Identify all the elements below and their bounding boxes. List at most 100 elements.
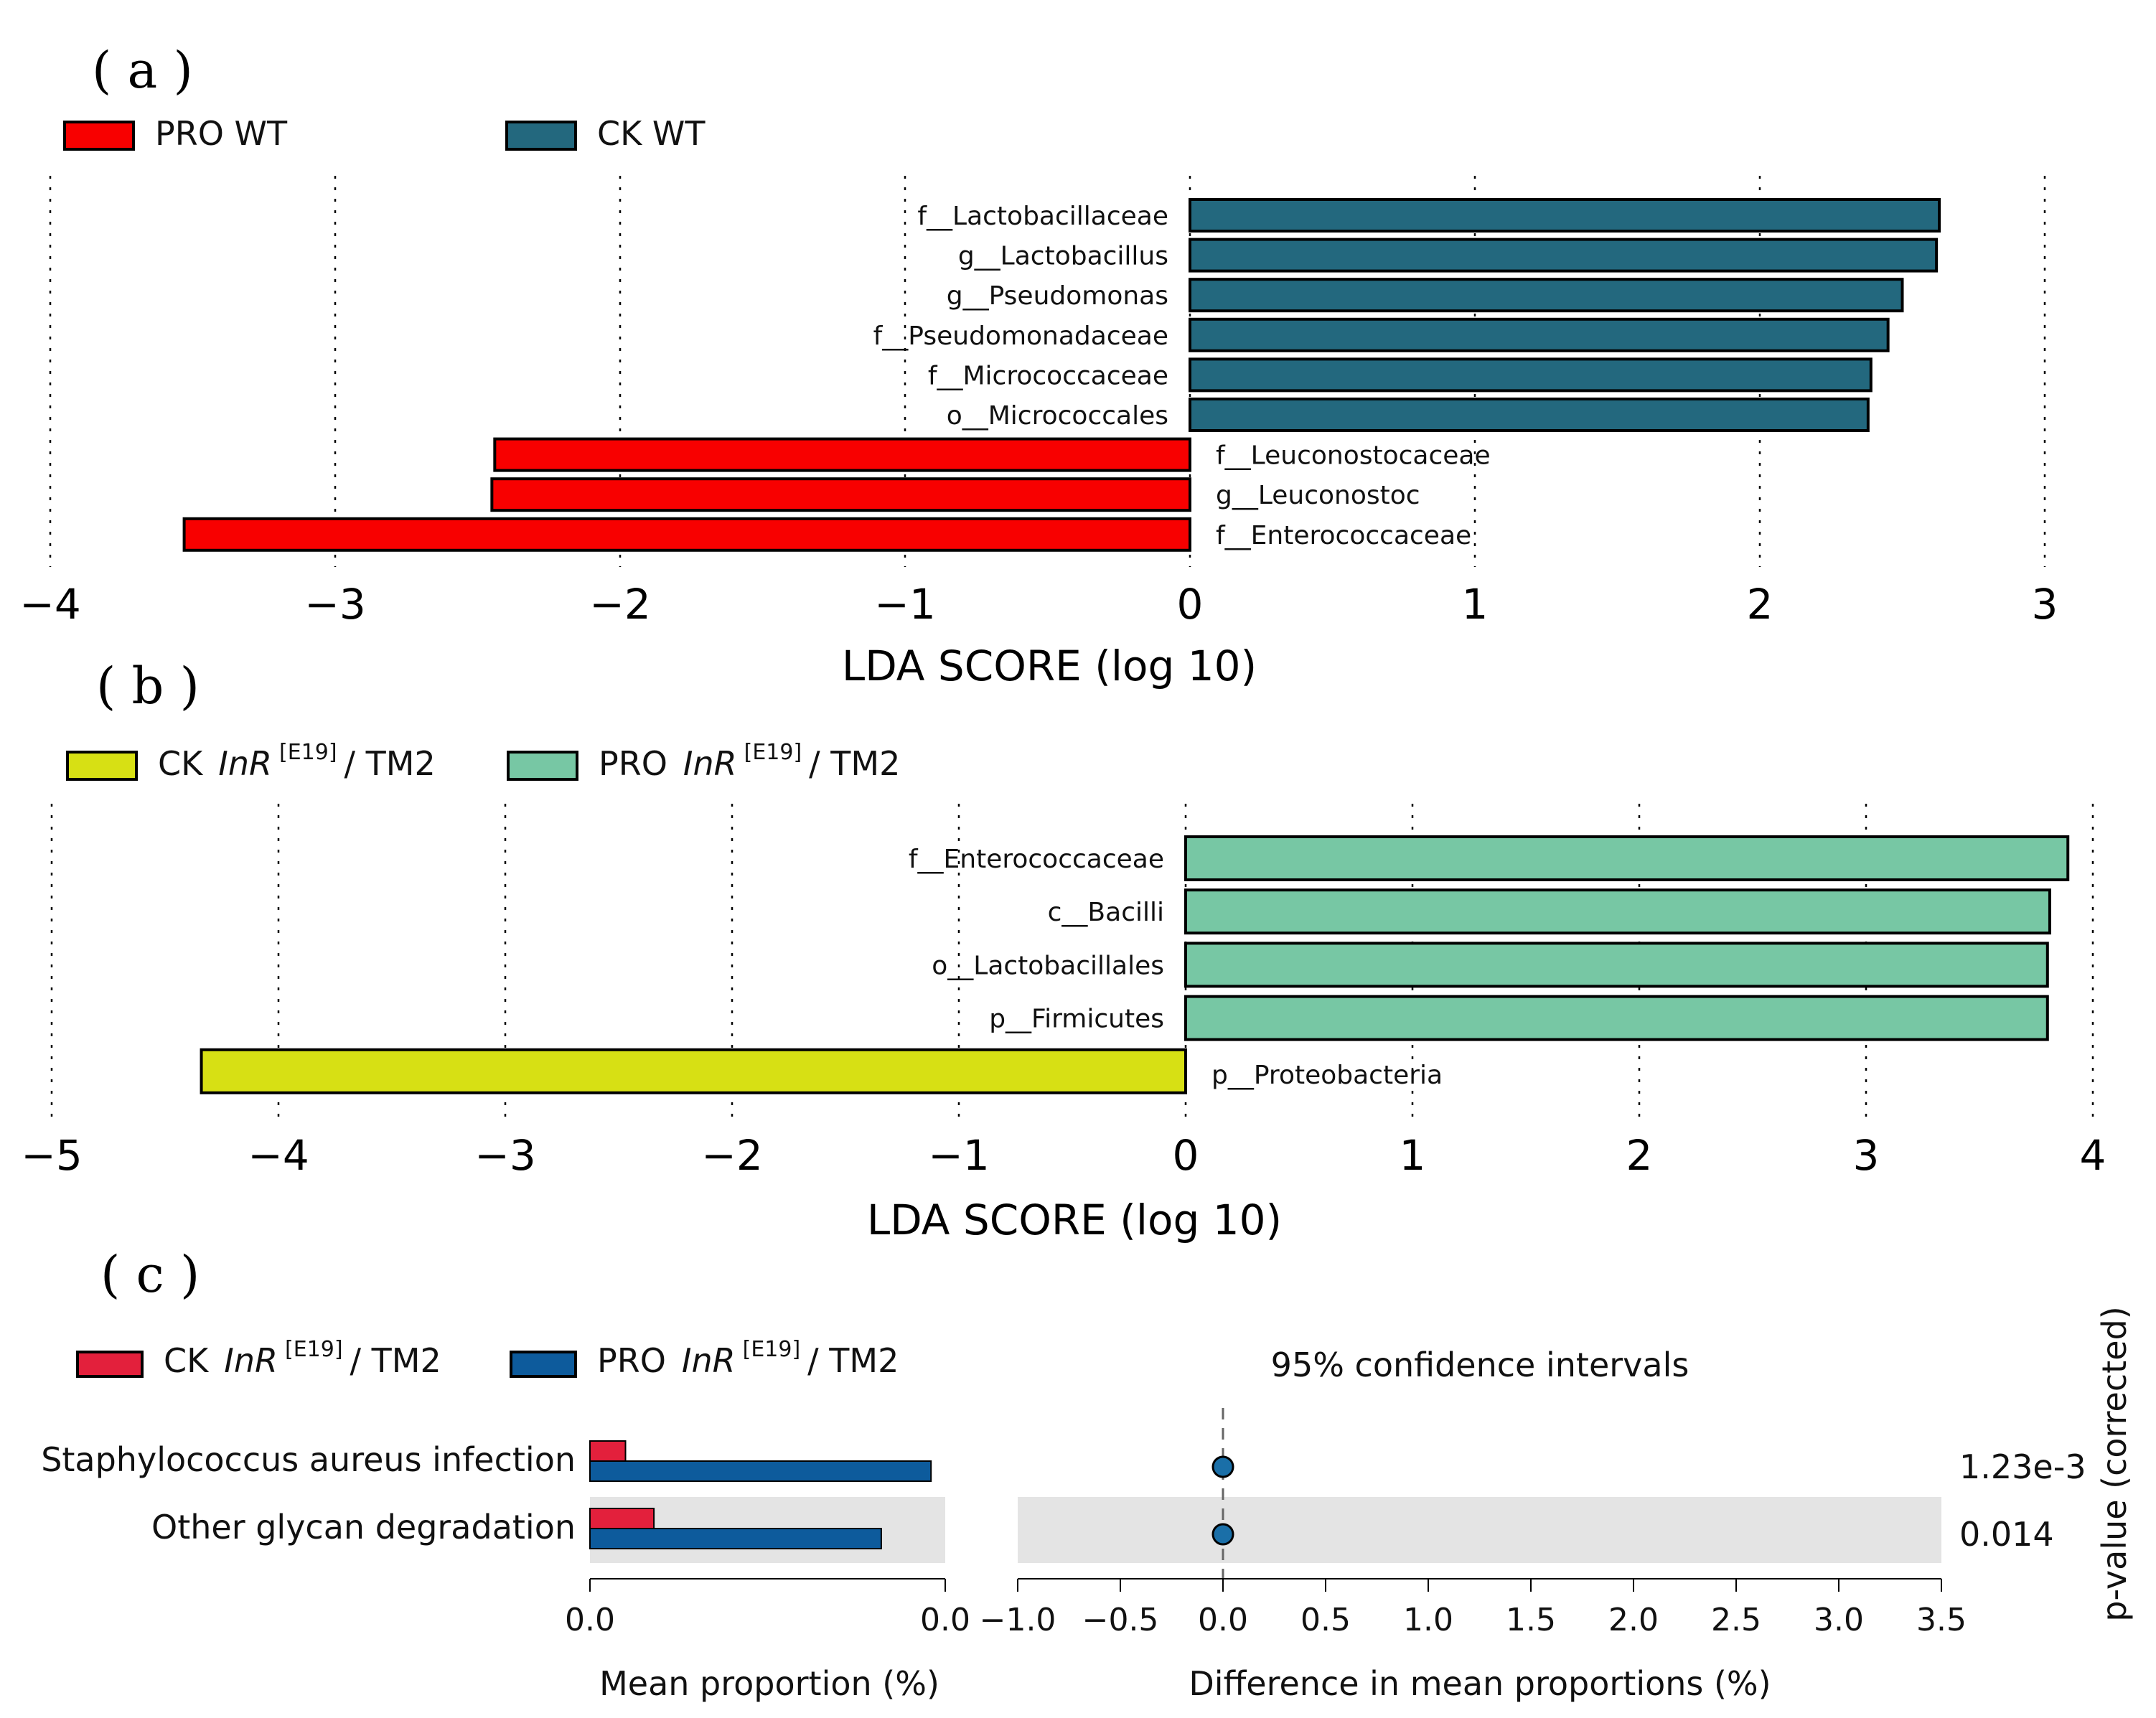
panel-a-bar-label: g__Lactobacillus xyxy=(958,242,1168,271)
panel-b-legend-1-gene: InR xyxy=(683,744,737,783)
panel-c-right-tick-label: 3.0 xyxy=(1814,1602,1864,1638)
panel-c-right-tick-label: −0.5 xyxy=(1082,1602,1159,1638)
panel-c-diff-point xyxy=(1211,1455,1234,1478)
panel-c-right-tick-label: 1.5 xyxy=(1506,1602,1556,1638)
panel-a-bar-label: g__Leuconostoc xyxy=(1216,481,1420,510)
panel-a-bar xyxy=(1189,317,1890,352)
panel-b-tick-label: 2 xyxy=(1626,1131,1653,1180)
panel-c-right-tick-label: 2.0 xyxy=(1608,1602,1659,1638)
panel-a-tick-label: −2 xyxy=(589,580,651,629)
panel-b-legend-1-label: PRO InR [E19] / TM2 xyxy=(599,740,900,783)
panel-a-bar xyxy=(1189,398,1870,432)
panel-b-bar xyxy=(1184,888,2051,935)
panel-b-tick-label: −2 xyxy=(701,1131,763,1180)
panel-c-right-tick-label: 2.5 xyxy=(1711,1602,1761,1638)
panel-c-right-tick-label: 0.5 xyxy=(1300,1602,1351,1638)
panel-a-tick-label: 2 xyxy=(1747,580,1773,629)
panel-b-legend-1-name: PRO xyxy=(599,744,667,783)
panel-a-bar xyxy=(1189,238,1939,273)
panel-c-mean-bar-ck xyxy=(589,1508,655,1529)
panel-b-tick-label: 0 xyxy=(1173,1131,1199,1180)
panel-a-chart: ( a ) PRO WT CK WT −4 −3 −2 −1 0 1 2 3 f__Lactobac… xyxy=(19,41,2058,690)
panel-b-legend-1-tail: / TM2 xyxy=(809,744,900,783)
panel-a-bar-label: o__Micrococcales xyxy=(947,401,1168,431)
panel-b-tick-label: 1 xyxy=(1400,1131,1426,1180)
panel-a-legend-1-label: CK WT xyxy=(597,114,706,153)
panel-c-letter: ( c ) xyxy=(100,1245,200,1304)
panel-c-right-tick-label: 0.0 xyxy=(1198,1602,1248,1638)
panel-a-bar xyxy=(1189,198,1941,233)
panel-a-bar xyxy=(1189,278,1904,313)
panel-c-diff-point xyxy=(1211,1523,1234,1546)
panel-c-chart: ( c ) CK InR [E19] / TM2 PRO InR [E19] / TM2 Sta… xyxy=(41,1245,2134,1703)
panel-a-bar xyxy=(182,517,1192,552)
panel-c-legend-0-swatch xyxy=(76,1351,144,1378)
panel-a-bar-label: f__Enterococcaceae xyxy=(1216,521,1471,550)
panel-b-legend-0-name: CK xyxy=(158,744,204,783)
panel-a-bar-label: f__Leuconostocaceae xyxy=(1216,441,1491,471)
panel-c-legend-1-tail: / TM2 xyxy=(807,1341,899,1380)
panel-c-left-axis-title: Mean proportion (%) xyxy=(599,1664,939,1703)
panel-c-p-value: 0.014 xyxy=(1959,1515,2054,1554)
panel-c-legend-0-sup: [E19] xyxy=(285,1337,343,1362)
panel-c-p-value: 1.23e-3 xyxy=(1959,1447,2086,1486)
panel-c-mean-bar-pro xyxy=(589,1528,882,1549)
panel-a-letter: ( a ) xyxy=(92,41,193,100)
panel-b-legend-0-gene: InR xyxy=(218,744,272,783)
panel-b-legend-0-tail: / TM2 xyxy=(345,744,436,783)
panel-b-bar-label: c__Bacilli xyxy=(1048,898,1164,927)
panel-a-bar-label: f__Lactobacillaceae xyxy=(917,202,1168,231)
panel-b-legend-1-swatch xyxy=(507,751,578,781)
panel-a-legend-1-swatch xyxy=(505,121,577,151)
panel-b-bar xyxy=(200,1048,1187,1094)
panel-b-legend-0-swatch xyxy=(66,751,138,781)
panel-b-tick-label: −4 xyxy=(248,1131,309,1180)
panel-c-right-tick-label: 3.5 xyxy=(1916,1602,1967,1638)
panel-c-legend-1-label: PRO InR [E19] / TM2 xyxy=(597,1337,899,1380)
panel-b-bar xyxy=(1184,995,2049,1041)
panel-a-bar-label: f__Pseudomonadaceae xyxy=(873,321,1168,351)
panel-a-tick-label: 3 xyxy=(2032,580,2058,629)
panel-c-legend-0-gene: InR xyxy=(224,1341,278,1380)
panel-c-left-tick-label: 0.0 xyxy=(565,1602,615,1638)
panel-c-row-label: Other glycan degradation xyxy=(151,1508,576,1546)
panel-b-x-axis-title: LDA SCORE (log 10) xyxy=(867,1196,1282,1244)
panel-a-x-axis-title: LDA SCORE (log 10) xyxy=(842,642,1257,690)
panel-c-mean-bar-ck xyxy=(589,1440,627,1462)
panel-a-bar-label: f__Micrococcaceae xyxy=(928,361,1168,390)
panel-a-bar-label: g__Pseudomonas xyxy=(947,281,1168,311)
panel-c-legend-0-label: CK InR [E19] / TM2 xyxy=(164,1337,441,1380)
panel-c-right-tick-label: −1.0 xyxy=(980,1602,1056,1638)
panel-b-bar-label: f__Enterococcaceae xyxy=(909,845,1164,874)
panel-a-bar xyxy=(1189,357,1873,393)
panel-a-tick-label: 1 xyxy=(1462,580,1489,629)
panel-b-tick-label: −3 xyxy=(474,1131,536,1180)
panel-c-left-tick-label: 0.0 xyxy=(920,1602,970,1638)
panel-c-ci-title: 95% confidence intervals xyxy=(1271,1346,1689,1384)
panel-b-bar xyxy=(1184,942,2049,988)
panel-c-legend-0-tail: / TM2 xyxy=(350,1341,441,1380)
panel-b-tick-label: 4 xyxy=(2080,1131,2106,1180)
panel-b-bar-label: o__Lactobacillales xyxy=(932,951,1164,980)
panel-a-legend-0-label: PRO WT xyxy=(155,114,288,153)
panel-a-tick-label: 0 xyxy=(1177,580,1204,629)
panel-c-legend-1-name: PRO xyxy=(597,1341,666,1380)
panel-c-row-shading-right xyxy=(1018,1497,1941,1563)
panel-b-legend-1-sup: [E19] xyxy=(744,740,802,765)
panel-b-chart: ( b ) CK InR [E19] / TM2 PRO InR [E19] / TM2 −5 −… xyxy=(21,657,2106,1244)
panel-a-bar xyxy=(490,477,1191,512)
panel-c-legend-0-name: CK xyxy=(164,1341,210,1380)
panel-c-legend-1-gene: InR xyxy=(682,1341,736,1380)
panel-b-bar-label: p__Firmicutes xyxy=(989,1005,1164,1034)
panel-c-p-value-axis-title: p-value (corrected) xyxy=(2095,1306,2134,1621)
panel-b-tick-label: −1 xyxy=(928,1131,990,1180)
panel-b-legend-0-sup: [E19] xyxy=(279,740,337,765)
panel-a-legend-0-swatch xyxy=(63,121,135,151)
panel-b-tick-label: −5 xyxy=(21,1131,83,1180)
panel-b-bar-label: p__Proteobacteria xyxy=(1211,1061,1443,1090)
panel-c-right-tick-label: 1.0 xyxy=(1403,1602,1453,1638)
panel-c-row-label: Staphylococcus aureus infection xyxy=(41,1440,576,1479)
panel-b-letter: ( b ) xyxy=(96,657,200,715)
panel-b-bar xyxy=(1184,835,2070,881)
